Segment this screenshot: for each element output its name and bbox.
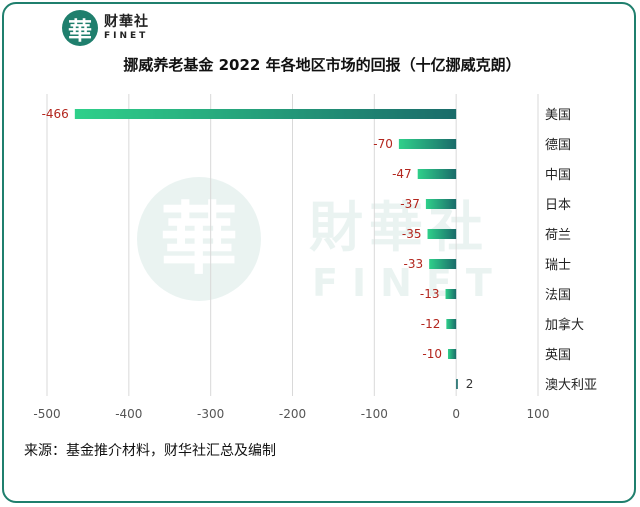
category-label: 德国 <box>545 138 571 153</box>
x-tick-label: -300 <box>197 407 224 421</box>
logo-mark-icon: 華 <box>62 10 98 46</box>
x-tick-label: -100 <box>361 407 388 421</box>
category-label: 英国 <box>545 348 571 363</box>
bar <box>447 349 457 359</box>
bar <box>445 289 457 299</box>
category-label: 中国 <box>545 168 571 183</box>
data-label: 2 <box>466 377 474 391</box>
category-label: 日本 <box>545 198 571 213</box>
category-label: 荷兰 <box>545 228 571 243</box>
x-tick-label: -500 <box>33 407 60 421</box>
x-tick-label: 100 <box>527 407 550 421</box>
data-label: -10 <box>422 347 442 361</box>
category-label: 法国 <box>545 288 571 303</box>
chart-title: 挪威养老基金 2022 年各地区市场的回报（十亿挪威克朗） <box>123 56 521 74</box>
logo-english-name: FINET <box>104 31 149 41</box>
category-label: 美国 <box>545 108 571 123</box>
brand-logo: 華 财華社 FINET <box>62 8 149 48</box>
data-label: -33 <box>404 257 424 271</box>
bar <box>456 379 458 389</box>
data-label: -12 <box>421 317 441 331</box>
bar <box>446 319 457 329</box>
bar-chart: -466 -70 -47 -37 -35 -33 -13 -12 -10 2 美国德国中国日本荷兰… <box>33 94 597 421</box>
bar <box>417 169 457 179</box>
data-label: -70 <box>373 137 393 151</box>
value-labels: -466 -70 -47 -37 -35 -33 -13 -12 -10 2 <box>42 107 474 391</box>
category-label: 澳大利亚 <box>545 377 597 393</box>
bar <box>427 229 457 239</box>
x-axis-tick-labels: -500 -400 -300 -200 -100 0 100 <box>33 407 549 421</box>
data-label: -37 <box>400 197 420 211</box>
data-label: -13 <box>420 287 440 301</box>
x-tick-label: 0 <box>452 407 460 421</box>
x-tick-label: -400 <box>115 407 142 421</box>
data-label: -466 <box>42 107 69 121</box>
logo-chinese-name: 财華社 <box>104 14 149 30</box>
logo-text: 财華社 FINET <box>104 15 149 41</box>
data-label: -47 <box>392 167 412 181</box>
gridlines <box>46 94 539 396</box>
data-label: -35 <box>402 227 422 241</box>
category-label: 加拿大 <box>545 317 584 333</box>
category-label: 瑞士 <box>545 258 571 273</box>
source-note: 来源：基金推介材料，财华社汇总及编制 <box>24 443 276 459</box>
chart-card: 華 财華社 FINET 挪威养老基金 2022 年各地区市场的回报（十亿挪威克朗… <box>2 2 636 503</box>
x-tick-label: -200 <box>279 407 306 421</box>
bar <box>425 199 457 209</box>
bar <box>74 109 457 119</box>
bar <box>398 139 457 149</box>
bar <box>429 259 457 269</box>
bars <box>74 109 458 389</box>
